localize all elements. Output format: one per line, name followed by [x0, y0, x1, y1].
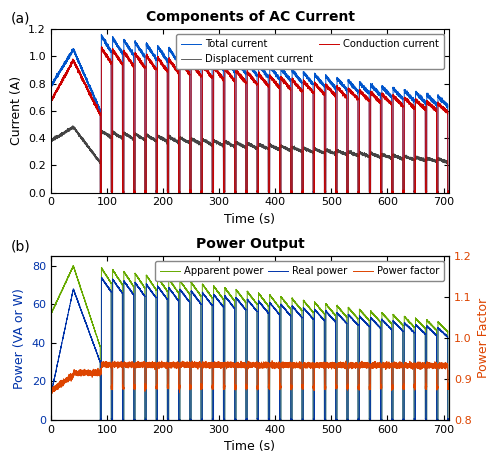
Real power — [98, 275, 104, 280]
Total current — [446, 190, 452, 195]
Apparent power — [446, 417, 452, 423]
Apparent power — [392, 313, 398, 319]
Displacement current — [392, 154, 398, 160]
Line: Conduction current: Conduction current — [51, 47, 449, 193]
Power factor — [226, 364, 232, 369]
Total current — [98, 190, 103, 195]
Total current — [48, 83, 54, 88]
Power factor — [269, 358, 275, 363]
Real power — [48, 392, 54, 398]
Real power — [392, 320, 398, 325]
Total current — [226, 61, 232, 67]
Power factor — [100, 363, 106, 368]
Line: Apparent power: Apparent power — [51, 265, 449, 420]
Title: Components of AC Current: Components of AC Current — [146, 10, 354, 24]
Total current — [392, 85, 398, 91]
Real power — [303, 308, 309, 313]
Displacement current — [100, 129, 106, 134]
Line: Power factor: Power factor — [51, 361, 449, 394]
Text: (a): (a) — [11, 12, 30, 26]
Real power — [100, 277, 106, 283]
Line: Total current: Total current — [51, 34, 449, 193]
Total current — [100, 35, 106, 40]
Displacement current — [226, 141, 232, 146]
Y-axis label: Power (VA or W): Power (VA or W) — [14, 288, 26, 388]
Conduction current — [100, 47, 106, 53]
Apparent power — [442, 326, 448, 332]
Total current — [303, 73, 309, 78]
Conduction current — [204, 67, 210, 73]
Power factor — [303, 362, 309, 368]
Displacement current — [70, 123, 76, 129]
Displacement current — [97, 190, 103, 195]
Real power — [446, 417, 452, 422]
X-axis label: Time (s): Time (s) — [224, 440, 276, 453]
Conduction current — [98, 44, 104, 50]
Power factor — [442, 361, 448, 367]
Displacement current — [442, 158, 448, 163]
Conduction current — [442, 108, 448, 113]
Power factor — [392, 361, 398, 367]
X-axis label: Time (s): Time (s) — [224, 213, 276, 226]
Displacement current — [446, 189, 452, 195]
Power factor — [48, 389, 54, 395]
Conduction current — [48, 100, 54, 105]
Conduction current — [392, 94, 398, 100]
Power factor — [204, 360, 210, 366]
Apparent power — [48, 311, 54, 316]
Conduction current — [446, 190, 452, 195]
Apparent power — [303, 300, 309, 306]
Apparent power — [226, 290, 232, 296]
Real power — [204, 296, 210, 301]
Line: Real power: Real power — [51, 277, 449, 420]
Total current — [204, 57, 210, 63]
Apparent power — [70, 263, 76, 268]
Conduction current — [97, 190, 103, 195]
Displacement current — [303, 145, 309, 151]
Displacement current — [48, 138, 54, 144]
Apparent power — [98, 417, 103, 423]
Displacement current — [204, 139, 210, 144]
Total current — [98, 31, 104, 37]
Line: Displacement current: Displacement current — [51, 126, 449, 193]
Real power — [442, 332, 448, 337]
Conduction current — [226, 71, 232, 76]
Text: (b): (b) — [11, 239, 31, 253]
Real power — [98, 417, 103, 423]
Conduction current — [303, 83, 309, 88]
Total current — [442, 102, 448, 107]
Real power — [226, 298, 232, 303]
Y-axis label: Power Factor: Power Factor — [478, 298, 490, 378]
Apparent power — [204, 288, 210, 294]
Y-axis label: Current (A): Current (A) — [10, 76, 22, 145]
Power factor — [446, 368, 452, 373]
Apparent power — [100, 268, 106, 274]
Title: Power Output: Power Output — [196, 237, 304, 251]
Legend: Total current, Displacement current, Conduction current: Total current, Displacement current, Con… — [176, 34, 444, 69]
Legend: Apparent power, Real power, Power factor: Apparent power, Real power, Power factor — [155, 262, 444, 282]
Power factor — [48, 391, 54, 396]
